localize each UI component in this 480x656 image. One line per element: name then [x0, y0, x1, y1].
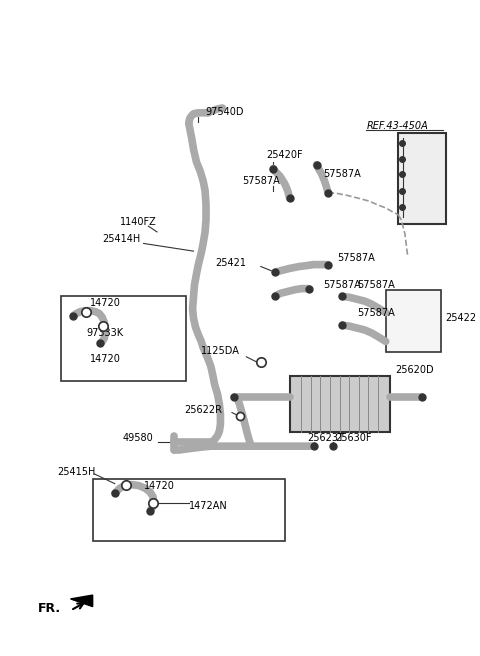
Bar — [289, 376, 391, 432]
Text: 57587A: 57587A — [357, 279, 395, 290]
Polygon shape — [71, 595, 93, 607]
Bar — [93, 479, 285, 541]
Text: FR.: FR. — [38, 602, 61, 615]
Text: 1472AN: 1472AN — [189, 501, 228, 511]
Text: 14720: 14720 — [90, 298, 120, 308]
Text: 49580: 49580 — [122, 434, 153, 443]
Text: 57587A: 57587A — [337, 253, 375, 263]
Text: 57587A: 57587A — [323, 279, 361, 290]
Text: 25414H: 25414H — [102, 234, 141, 243]
Bar — [386, 289, 442, 352]
Text: 14720: 14720 — [144, 481, 174, 491]
Text: 57587A: 57587A — [357, 308, 395, 318]
Text: 25415H: 25415H — [57, 467, 96, 477]
Text: 25630F: 25630F — [336, 434, 372, 443]
Text: 57587A: 57587A — [323, 169, 361, 179]
Bar — [61, 297, 186, 381]
Text: 25623T: 25623T — [307, 434, 344, 443]
Text: 25422: 25422 — [445, 314, 476, 323]
Text: 57587A: 57587A — [242, 176, 280, 186]
Bar — [398, 133, 446, 224]
Text: 25421: 25421 — [216, 258, 246, 268]
Text: 25620D: 25620D — [396, 365, 434, 375]
Text: 97540D: 97540D — [205, 107, 243, 117]
Text: 1125DA: 1125DA — [201, 346, 240, 356]
Text: 14720: 14720 — [90, 354, 120, 363]
Text: 97333K: 97333K — [86, 328, 124, 338]
Text: 25420F: 25420F — [266, 150, 303, 160]
Text: 25622R: 25622R — [184, 405, 222, 415]
Text: 1140FZ: 1140FZ — [120, 217, 156, 228]
Text: REF.43-450A: REF.43-450A — [366, 121, 428, 131]
